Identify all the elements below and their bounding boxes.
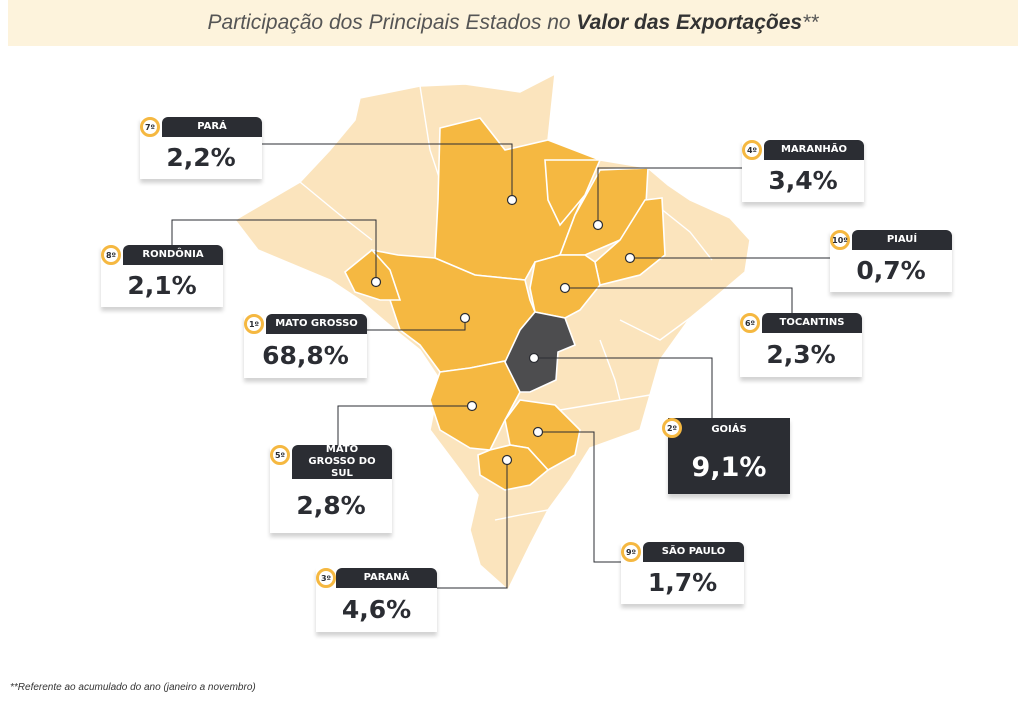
rank-badge: 1º (244, 314, 264, 334)
card-value: 4,6% (341, 595, 412, 624)
leader-maranhao (597, 167, 742, 225)
card-state-name: PARANÁ (336, 568, 437, 588)
rank-badge: 6º (740, 313, 760, 333)
anchor-goias (528, 352, 540, 364)
rank-badge: 7º (140, 117, 160, 137)
leader-mato-grosso-do-sul (337, 405, 472, 448)
rank-badge: 4º (742, 140, 762, 160)
card-state-name: SÃO PAULO (643, 542, 744, 562)
state-amazonas-central (544, 159, 602, 227)
card-value: 9,1% (691, 452, 767, 483)
card-tocantins: TOCANTINS 2,3% 6º (740, 313, 862, 377)
card-state-name: GOIÁS (668, 418, 790, 442)
title-bar: Participação dos Principais Estados no V… (8, 0, 1018, 46)
anchor-piaui (624, 252, 636, 264)
card-mato-grosso-do-sul: MATO GROSSO DO SUL 2,8% 5º (270, 444, 392, 533)
rank-badge: 5º (270, 445, 290, 465)
card-state-name: MARANHÃO (764, 140, 864, 160)
rank-badge: 10º (830, 230, 850, 250)
anchor-mato-grosso-do-sul (466, 400, 478, 412)
anchor-mato-grosso (459, 312, 471, 324)
card-goias: GOIÁS 9,1% 2º (662, 418, 790, 494)
card-value: 2,8% (296, 491, 366, 520)
state-parana (477, 444, 550, 491)
rank-badge: 3º (316, 568, 336, 588)
card-value: 2,2% (166, 143, 236, 172)
card-value: 2,3% (766, 340, 836, 369)
card-state-name: PIAUÍ (852, 230, 952, 250)
card-rondonia: RONDÔNIA 2,1% 8º (101, 245, 223, 307)
card-sao-paulo: SÃO PAULO 1,7% 9º (621, 542, 744, 604)
rank-badge: 8º (101, 245, 121, 265)
card-state-name: TOCANTINS (762, 313, 862, 333)
card-mato-grosso: MATO GROSSO 68,8% 1º (244, 314, 367, 378)
card-value: 1,7% (647, 568, 718, 597)
leader-parana (437, 460, 508, 589)
leader-sao-paulo (538, 431, 621, 563)
anchor-tocantins (559, 282, 571, 294)
anchor-parana (501, 454, 513, 466)
anchor-sao-paulo (532, 426, 544, 438)
anchor-maranhao (592, 219, 604, 231)
footnote: **Referente ao acumulado do ano (janeiro… (10, 682, 256, 693)
leader-rondonia (171, 219, 377, 282)
card-state-name: MATO GROSSO DO SUL (292, 444, 392, 479)
card-value: 0,7% (856, 256, 926, 285)
card-para: PARÁ 2,2% 7º (140, 117, 262, 179)
anchor-rondonia (370, 276, 382, 288)
state-piaui (594, 197, 666, 286)
card-state-name: RONDÔNIA (123, 245, 223, 265)
card-maranhao: MARANHÃO 3,4% 4º (742, 140, 864, 202)
card-value: 2,1% (127, 271, 197, 300)
state-rondonia (343, 248, 402, 301)
leader-para (262, 143, 513, 200)
anchor-para (506, 194, 518, 206)
card-value: 68,8% (262, 341, 349, 370)
chart-title: Participação dos Principais Estados no V… (207, 11, 819, 34)
rank-badge: 2º (662, 418, 682, 438)
leader-goias (534, 357, 713, 420)
state-goias (504, 311, 577, 393)
card-state-name: MATO GROSSO (266, 314, 367, 334)
card-value: 3,4% (768, 166, 838, 195)
card-piaui: PIAUÍ 0,7% 10º (830, 230, 952, 292)
card-parana: PARANÁ 4,6% 3º (316, 568, 437, 632)
leader-tocantins (565, 287, 793, 325)
rank-badge: 9º (621, 542, 641, 562)
card-state-name: PARÁ (162, 117, 262, 137)
